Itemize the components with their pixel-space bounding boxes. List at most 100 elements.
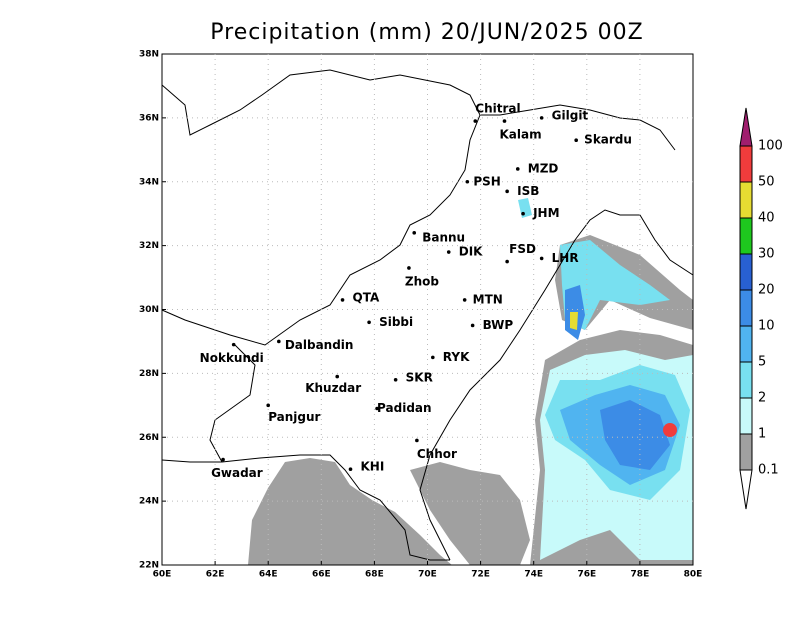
city-label: Bannu bbox=[422, 230, 465, 244]
city-label: Padidan bbox=[377, 401, 432, 415]
x-tick-label: 78E bbox=[631, 570, 650, 580]
x-tick-label: 62E bbox=[206, 570, 225, 580]
colorbar-segment bbox=[739, 145, 753, 183]
y-tick-label: 38N bbox=[139, 50, 159, 60]
border-line bbox=[209, 344, 256, 463]
city-dot bbox=[375, 406, 379, 411]
y-tick-label: 24N bbox=[139, 497, 159, 507]
city-label: LHR bbox=[552, 251, 579, 265]
city-label: Kalam bbox=[499, 128, 541, 142]
y-tick-label: 26N bbox=[139, 433, 159, 443]
precip-area bbox=[570, 312, 578, 330]
border-line bbox=[419, 209, 694, 561]
precip-area bbox=[600, 400, 670, 470]
city-dot bbox=[473, 119, 478, 123]
chart-title: Precipitation (mm) 20/JUN/2025 00Z bbox=[210, 20, 643, 45]
x-tick-label: 60E bbox=[153, 570, 172, 580]
city-label: Zhob bbox=[405, 274, 439, 288]
y-tick-label: 30N bbox=[139, 305, 159, 315]
colorbar-label: 50 bbox=[758, 175, 775, 190]
y-tick-label: 32N bbox=[139, 241, 159, 251]
city-dot bbox=[470, 323, 475, 328]
city-dot bbox=[367, 320, 371, 325]
colorbar-label: 5 bbox=[758, 355, 766, 370]
coastline bbox=[161, 454, 450, 561]
city-label: Chitral bbox=[475, 102, 520, 116]
city-label: Gwadar bbox=[211, 466, 263, 480]
colorbar-label: 40 bbox=[758, 211, 775, 226]
colorbar-label: 0.1 bbox=[758, 463, 779, 478]
precip-area bbox=[560, 240, 670, 330]
precip-area bbox=[248, 458, 452, 565]
city-dot bbox=[415, 438, 419, 443]
city-label: Gilgit bbox=[552, 108, 589, 122]
city-label: MTN bbox=[473, 292, 503, 306]
colorbar-label: 10 bbox=[758, 319, 775, 334]
city-label: SKR bbox=[406, 370, 433, 384]
city-label: Sibbi bbox=[379, 315, 413, 329]
colorbar-segment bbox=[739, 289, 753, 327]
x-tick-label: 64E bbox=[259, 570, 278, 580]
city-dot bbox=[515, 167, 520, 171]
colorbar-label: 1 bbox=[758, 427, 766, 442]
x-tick-label: 72E bbox=[471, 570, 490, 580]
city-label: MZD bbox=[528, 161, 559, 175]
city-dot bbox=[393, 377, 398, 382]
colorbar-segment bbox=[739, 325, 753, 363]
city-label: Chhor bbox=[417, 447, 457, 461]
city-label: RYK bbox=[443, 350, 470, 364]
colorbar-label: 20 bbox=[758, 283, 775, 298]
city-label: BWP bbox=[483, 318, 514, 332]
city-label: Dalbandin bbox=[285, 338, 354, 352]
city-dot bbox=[231, 342, 236, 347]
precip-area bbox=[663, 423, 677, 437]
city-label: Panjgur bbox=[268, 410, 320, 424]
colorbar-label: 100 bbox=[758, 139, 783, 154]
colorbar-segment bbox=[739, 253, 753, 291]
colorbar-segment bbox=[739, 433, 753, 471]
colorbar-cap bbox=[739, 107, 753, 147]
city-label: Skardu bbox=[584, 133, 632, 147]
x-tick-label: 76E bbox=[577, 570, 596, 580]
city-dot bbox=[266, 403, 271, 408]
x-tick-label: 80E bbox=[684, 570, 703, 580]
precip-area bbox=[410, 462, 530, 565]
colorbar-segment bbox=[739, 181, 753, 219]
y-tick-label: 28N bbox=[139, 369, 159, 379]
city-label: Nokkundi bbox=[200, 351, 264, 365]
colorbar-segment bbox=[739, 217, 753, 255]
border-line bbox=[161, 114, 481, 346]
city-dot bbox=[539, 256, 544, 261]
city-dot bbox=[340, 298, 345, 302]
city-dot bbox=[335, 374, 340, 379]
city-label: JHM bbox=[532, 206, 559, 220]
city-dot bbox=[348, 467, 353, 471]
city-dot bbox=[465, 179, 470, 184]
y-tick-label: 22N bbox=[139, 561, 159, 571]
city-dot bbox=[446, 250, 451, 254]
x-tick-label: 66E bbox=[312, 570, 331, 580]
x-tick-label: 68E bbox=[365, 570, 384, 580]
y-tick-label: 36N bbox=[139, 113, 159, 123]
city-label: Khuzdar bbox=[305, 381, 361, 395]
precip-area bbox=[518, 198, 532, 218]
city-label: PSH bbox=[473, 174, 500, 188]
city-dot bbox=[407, 266, 411, 270]
city-dot bbox=[539, 116, 544, 120]
colorbar-label: 30 bbox=[758, 247, 775, 262]
colorbar-segment bbox=[739, 397, 753, 435]
city-dot bbox=[505, 189, 509, 194]
city-dot bbox=[505, 259, 509, 264]
city-dot bbox=[431, 355, 435, 360]
city-label: QTA bbox=[353, 290, 380, 304]
city-label: KHI bbox=[361, 460, 385, 474]
y-tick-label: 34N bbox=[139, 177, 159, 187]
city-dot bbox=[412, 231, 417, 235]
city-dot bbox=[221, 457, 225, 462]
border-line bbox=[161, 69, 676, 151]
city-dot bbox=[502, 119, 507, 123]
colorbar-segment bbox=[739, 361, 753, 399]
city-label: ISB bbox=[517, 184, 539, 198]
city-label: FSD bbox=[509, 242, 536, 256]
x-tick-label: 70E bbox=[418, 570, 437, 580]
